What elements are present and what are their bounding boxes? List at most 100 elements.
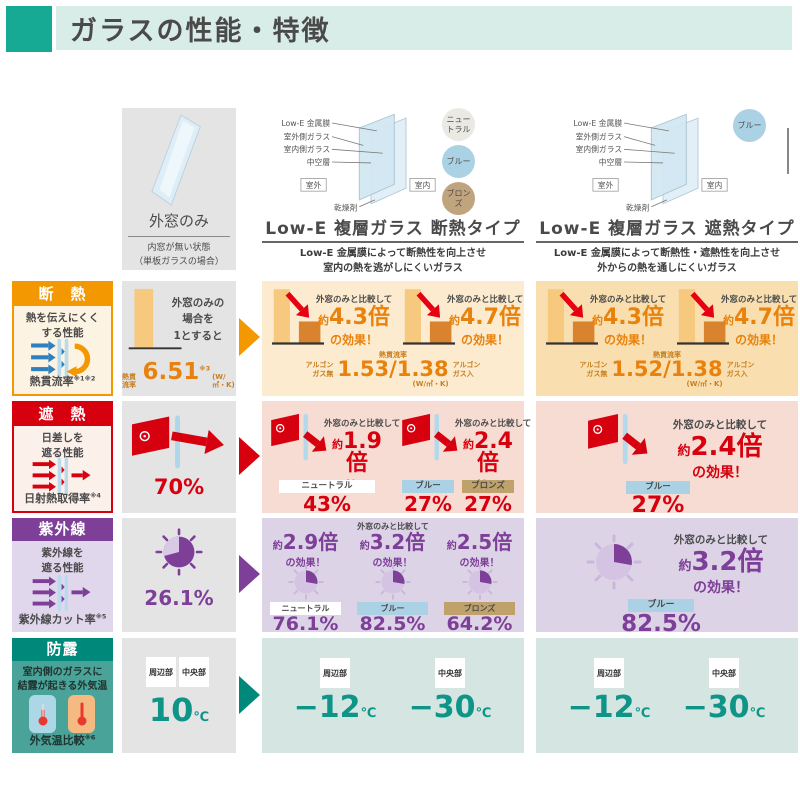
percent-blue: 27% (404, 492, 452, 516)
outer-base-note-1: 外窓のみの (171, 297, 225, 309)
effect-multiplier: 2.4倍 (690, 432, 763, 462)
header-bar (56, 6, 792, 50)
effect-label: の効果！ (693, 580, 749, 596)
insulation-type-title: Low-E 複層ガラス 断熱タイプ (265, 219, 521, 239)
argon-without-label: アルゴン ガス無 (579, 360, 608, 378)
diagram-label-indoor: 室内 (707, 180, 723, 190)
diagram-label-indoor: 室内 (415, 180, 431, 190)
rowlabel-condensation-metric: 外気温比較※6 (29, 733, 96, 747)
sun-pie-light-icon (586, 534, 642, 590)
approx-label: 約 (463, 438, 474, 451)
approx-label: 約 (359, 541, 370, 552)
effect-multiplier: 3.2倍 (369, 530, 426, 554)
colhead-insulation-type: Low-E 金属膜 室外側ガラス 室内側ガラス 中空層 室外 室内 乾燥剤 ニュ… (262, 106, 524, 274)
flow-arrow-insulation-icon (239, 318, 260, 356)
effect-multiplier: 2.5倍 (456, 530, 513, 554)
effect-multiplier: 4.7倍 (460, 305, 521, 330)
badge-bronze: ブロンズ (462, 480, 514, 493)
cell-shielding-uv: 外窓のみと比較して 約3.2倍 の効果！ ブルー 82.5% (536, 518, 798, 636)
outer-only-note-2: （単板ガラスの場合） (134, 256, 224, 267)
cell-insulation-uv: 外窓のみと比較して 約2.9倍 の効果！ ニュートラル 76.1% 約3.2倍 … (262, 518, 524, 635)
compare-note: 外窓のみと比較して (316, 295, 393, 305)
insulation-type-desc-1: Low-E 金属膜によって断熱性を向上させ (299, 248, 487, 259)
approx-label: 約 (318, 314, 329, 327)
badge-blue: ブルー (628, 599, 694, 612)
sun-pie-light-icon (462, 564, 498, 600)
diagram-label-lowe: Low-E 金属膜 (281, 118, 330, 128)
diagram-label-inner-glass: 室内側ガラス (576, 144, 622, 154)
rowlabel-shading-title: 遮 熱 (14, 403, 111, 426)
compare-note: 外窓のみと比較して (673, 534, 769, 546)
diagram-label-outdoor: 室外 (306, 180, 322, 190)
effect-label: の効果！ (460, 333, 509, 347)
sun-deflect-icon (402, 413, 458, 461)
uvalue-pair: 1.53/1.38 (337, 357, 449, 382)
uvalue-pair: 1.52/1.38 (611, 357, 723, 382)
single-glass-pane-icon (151, 114, 201, 206)
compare-note: 外窓のみと比較して (324, 419, 401, 429)
diagram-label-outer-glass: 室外側ガラス (284, 132, 330, 142)
percent-bronze: 27% (464, 492, 512, 516)
swatch-blue: ブルー (442, 145, 475, 178)
badge-blue: ブルー (357, 602, 428, 615)
uv-block-flow-icon (32, 574, 91, 612)
percent-neutral: 76.1% (272, 613, 339, 635)
diagram-label-desiccant: 乾燥剤 (626, 203, 650, 213)
compare-note: 外窓のみと比較して (590, 295, 667, 305)
argon-with-label: アルゴン ガス入 (452, 360, 481, 378)
page-title: ガラスの性能・特徴 (70, 16, 331, 47)
uvalue-metric-label: 熱貫流率 (652, 351, 681, 359)
effect-multiplier: 2.4倍 (474, 429, 513, 476)
flow-arrow-condensation-icon (239, 676, 260, 714)
outer-shading-value: 70% (153, 475, 205, 499)
cell-insulation-shanetsu: 外窓のみと比較して 約1.9倍 の効果！ ニュートラル 43% 外窓のみと比較し… (262, 401, 531, 516)
cell-outer-insulation: 外窓のみの 場合を 1とすると 熱貫流率 6.51※3 (W/㎡・K) (122, 281, 236, 396)
diagram-label-desiccant: 乾燥剤 (334, 203, 358, 213)
effect-multiplier: 3.2倍 (691, 547, 764, 577)
rowlabel-uv-title: 紫外線 (12, 518, 113, 541)
flow-arrow-shading-icon (239, 437, 260, 475)
swatch-blue: ブルー (733, 109, 766, 142)
outer-base-note-2: 場合を (182, 313, 214, 326)
rowlabel-insulation-metric: 熱貫流率※1※2 (29, 374, 96, 388)
effect-multiplier: 2.9倍 (282, 530, 339, 554)
effect-label: の効果！ (603, 333, 652, 347)
cell-shielding-dannetsu: 外窓のみと比較して 約4.3倍 の効果！ 外窓のみと比較して 約4.7倍 の効果… (536, 281, 798, 396)
outer-only-title: 外窓のみ (148, 212, 209, 230)
approx-label: 約 (592, 314, 603, 327)
rowlabel-uv-desc-1: 紫外線を (41, 547, 84, 559)
double-glazing-diagram: Low-E 金属膜 室外側ガラス 室内側ガラス 中空層 室外 室内 乾燥剤 (281, 113, 436, 213)
swatch-neutral: ニュートラル (442, 108, 475, 141)
approx-label: 約 (723, 314, 734, 327)
rowlabel-insulation-title: 断 熱 (14, 283, 111, 306)
bar-drop-icon (403, 289, 455, 345)
cell-insulation-dannetsu: 外窓のみと比較して 約4.3倍 の効果！ 外窓のみと比較して 約4.7倍 の効果… (262, 281, 524, 396)
insulation-title-divider (262, 241, 524, 243)
rowlabel-shading-desc-1: 日差しを (41, 432, 84, 444)
badge-edge: 周辺部 (146, 657, 176, 687)
page-edge-mark (787, 128, 789, 174)
rowlabel-insulation: 断 熱 熱を伝えにくく する性能 熱貫流率※1※2 (12, 281, 113, 396)
outer-uv-value: 26.1% (144, 586, 214, 610)
sun-pie-light-icon (288, 564, 324, 600)
sun-deflect-icon (271, 413, 327, 461)
rowlabel-insulation-desc-1: 熱を伝えにくく (25, 312, 100, 324)
percent-neutral: 43% (303, 492, 351, 516)
effect-label: の効果！ (329, 333, 378, 347)
sun-pie-light-icon (375, 564, 411, 600)
insulation-type-desc-2: 室内の熱を逃がしにくいガラス (323, 262, 463, 274)
rowlabel-uv-desc-2: 遮る性能 (41, 561, 84, 574)
effect-multiplier: 4.3倍 (329, 305, 390, 330)
badge-center: 中央部 (709, 658, 739, 688)
rowlabel-shading-desc-2: 遮る性能 (41, 446, 84, 459)
sun-block-flow-icon (32, 457, 91, 495)
condensation-center-value: −30℃ (408, 690, 492, 725)
outer-uvalue-label: 熱貫流率 (122, 373, 136, 390)
shielding-type-title: Low-E 複層ガラス 遮熱タイプ (539, 219, 795, 239)
uvalue-metric-label: 熱貫流率 (378, 351, 407, 359)
effect-multiplier: 1.9倍 (343, 429, 382, 476)
swatch-bronze: ブロンズ (442, 182, 475, 215)
compare-note: 外窓のみと比較して (357, 522, 429, 531)
outer-base-note-3: 1とすると (173, 329, 223, 342)
effect-label: の効果！ (459, 558, 500, 569)
